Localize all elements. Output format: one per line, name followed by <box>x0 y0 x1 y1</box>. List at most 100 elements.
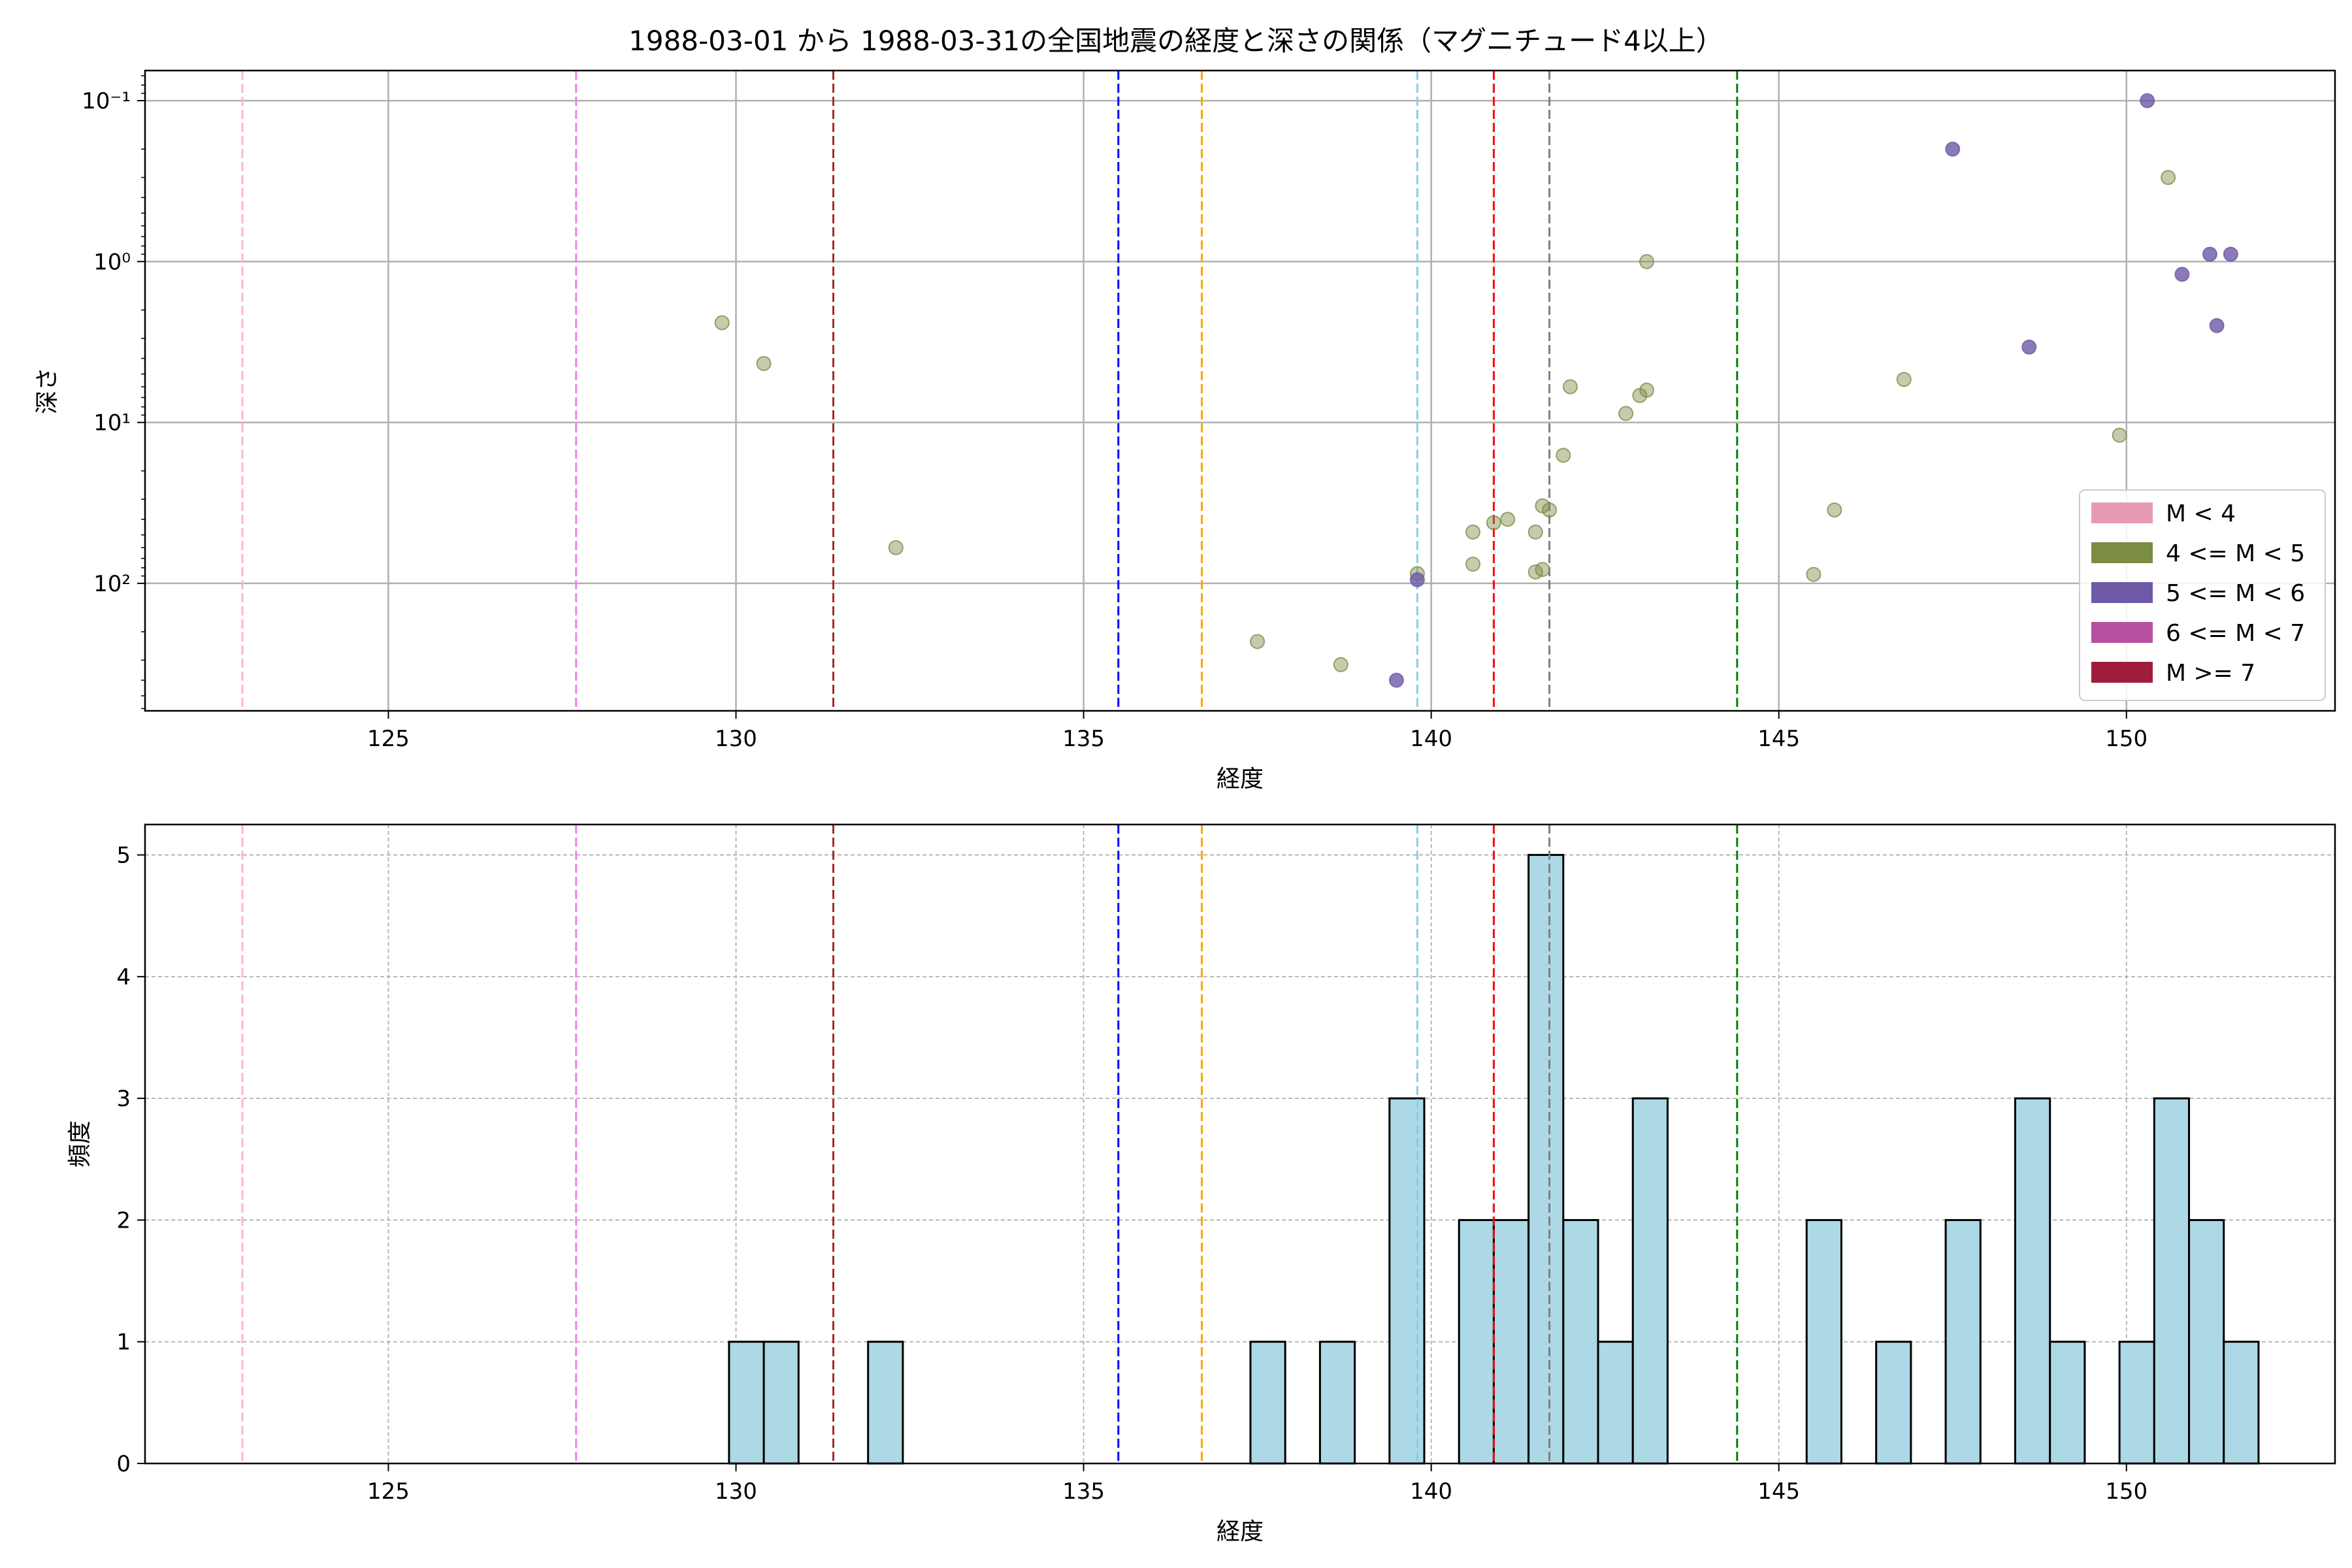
histogram-bar <box>1492 1218 1530 1465</box>
histogram-y-tick-label: 4 <box>116 964 131 990</box>
legend-label: 5 <= M < 6 <box>2166 580 2305 607</box>
scatter-point <box>1333 657 1348 672</box>
histogram-bar <box>1249 1341 1286 1465</box>
scatter-point <box>2174 267 2190 282</box>
legend-label: 4 <= M < 5 <box>2166 540 2305 567</box>
scatter-point <box>1465 524 1480 540</box>
scatter-point <box>1945 141 1961 157</box>
histogram-bar <box>1318 1341 1356 1465</box>
scatter-x-tick-label: 145 <box>1757 726 1800 752</box>
scatter-point <box>1500 512 1516 527</box>
scatter-panel: 125 130 135 140 145 150 10⁻¹ 10⁰ 10¹ 10² 経度 深さ M … <box>34 69 2336 792</box>
histogram-y-tick-label: 1 <box>116 1330 131 1356</box>
scatter-point <box>2021 339 2037 355</box>
scatter-point <box>1639 382 1655 398</box>
histogram-bar <box>2118 1341 2155 1465</box>
histogram-y-tick-label: 2 <box>116 1207 131 1233</box>
scatter-y-tick-label: 10⁰ <box>93 249 131 275</box>
histogram-ticks: 125 130 135 140 145 150 0 1 2 3 4 5 <box>116 843 2148 1505</box>
scatter-x-tick-label: 135 <box>1062 726 1105 752</box>
legend-swatch <box>2091 582 2153 603</box>
scatter-point <box>1639 253 1655 269</box>
legend-swatch <box>2091 502 2153 523</box>
histogram-reference-lines <box>241 825 1739 1463</box>
histogram-bar <box>867 1341 904 1465</box>
histogram-x-tick-label: 130 <box>715 1478 757 1505</box>
legend-label: M >= 7 <box>2166 660 2255 687</box>
scatter-y-tick-label: 10⁻¹ <box>82 88 131 114</box>
histogram-bar <box>2153 1097 2191 1465</box>
histogram-bar <box>762 1341 800 1465</box>
scatter-point <box>1896 372 1912 387</box>
scatter-x-tick-label: 125 <box>367 726 410 752</box>
scatter-y-axis-label: 深さ <box>34 367 61 414</box>
scatter-point <box>1556 448 1571 463</box>
histogram-bar <box>2014 1097 2051 1465</box>
scatter-point <box>1388 672 1404 688</box>
scatter-point <box>1465 557 1480 572</box>
scatter-legend: M < 4 4 <= M < 5 5 <= M < 6 6 <= M < 7 M >= … <box>2079 489 2326 701</box>
scatter-point <box>2202 246 2217 262</box>
histogram-y-tick-label: 5 <box>116 843 131 869</box>
scatter-point <box>1527 524 1543 540</box>
scatter-point <box>2161 170 2176 186</box>
histogram-bar <box>1527 854 1565 1465</box>
histogram-bar <box>728 1341 765 1465</box>
histogram-x-tick-label: 145 <box>1757 1478 1800 1505</box>
scatter-x-tick-label: 150 <box>2105 726 2148 752</box>
histogram-bar <box>1562 1218 1599 1465</box>
scatter-reference-lines <box>241 71 1739 711</box>
histogram-y-axis-label: 頻度 <box>67 1120 93 1168</box>
histogram-x-tick-label: 150 <box>2105 1478 2148 1505</box>
scatter-point <box>714 315 730 331</box>
histogram-x-tick-label: 135 <box>1062 1478 1105 1505</box>
histogram-bar <box>1631 1097 1669 1465</box>
scatter-point <box>2209 318 2225 333</box>
histogram-axes-frame <box>144 823 2336 1465</box>
scatter-point <box>2140 93 2155 108</box>
scatter-point <box>2223 246 2238 262</box>
histogram-x-tick-label: 125 <box>367 1478 410 1505</box>
legend-label: 6 <= M < 7 <box>2166 620 2305 647</box>
scatter-x-axis-label: 経度 <box>1217 766 1264 792</box>
chart-title: 1988-03-01 から 1988-03-31の全国地震の経度と深さの関係（マ… <box>629 25 1723 57</box>
histogram-y-tick-label: 0 <box>116 1451 131 1477</box>
scatter-y-tick-label: 10² <box>93 571 131 597</box>
scatter-ticks: 125 130 135 140 145 150 10⁻¹ 10⁰ 10¹ 10² <box>82 75 2148 752</box>
scatter-point <box>1542 502 1558 518</box>
scatter-point <box>888 540 904 555</box>
scatter-point <box>1562 379 1578 395</box>
histogram-bar <box>1388 1097 1426 1465</box>
histogram-bar <box>2049 1341 2086 1465</box>
histogram-bar <box>1944 1218 1982 1465</box>
scatter-point <box>1486 515 1501 531</box>
legend-swatch <box>2091 542 2153 563</box>
histogram-bar <box>1875 1341 1912 1465</box>
scatter-point <box>1409 572 1425 587</box>
scatter-y-tick-label: 10¹ <box>93 410 131 436</box>
histogram-bar <box>1805 1218 1842 1465</box>
histogram-bar <box>1458 1218 1495 1465</box>
scatter-point <box>1806 566 1821 582</box>
scatter-point <box>1535 562 1550 578</box>
scatter-point <box>756 355 772 371</box>
histogram-y-tick-label: 3 <box>116 1086 131 1112</box>
scatter-x-tick-label: 130 <box>715 726 757 752</box>
scatter-x-tick-label: 140 <box>1410 726 1452 752</box>
legend-swatch <box>2091 662 2153 683</box>
legend-swatch <box>2091 622 2153 643</box>
histogram-bar <box>2188 1218 2225 1465</box>
histogram-panel: 125 130 135 140 145 150 0 1 2 3 4 5 経度 頻度 <box>67 823 2336 1545</box>
scatter-point <box>1250 634 1266 649</box>
histogram-x-tick-label: 140 <box>1410 1478 1452 1505</box>
scatter-axes-frame <box>144 69 2336 712</box>
scatter-points <box>714 93 2238 688</box>
histogram-bar <box>2223 1341 2260 1465</box>
scatter-grid <box>145 71 2335 711</box>
scatter-point <box>2112 427 2127 443</box>
histogram-bars <box>728 854 2260 1465</box>
histogram-bar <box>1597 1341 1634 1465</box>
scatter-point <box>1827 502 1842 518</box>
histogram-x-axis-label: 経度 <box>1217 1518 1264 1545</box>
